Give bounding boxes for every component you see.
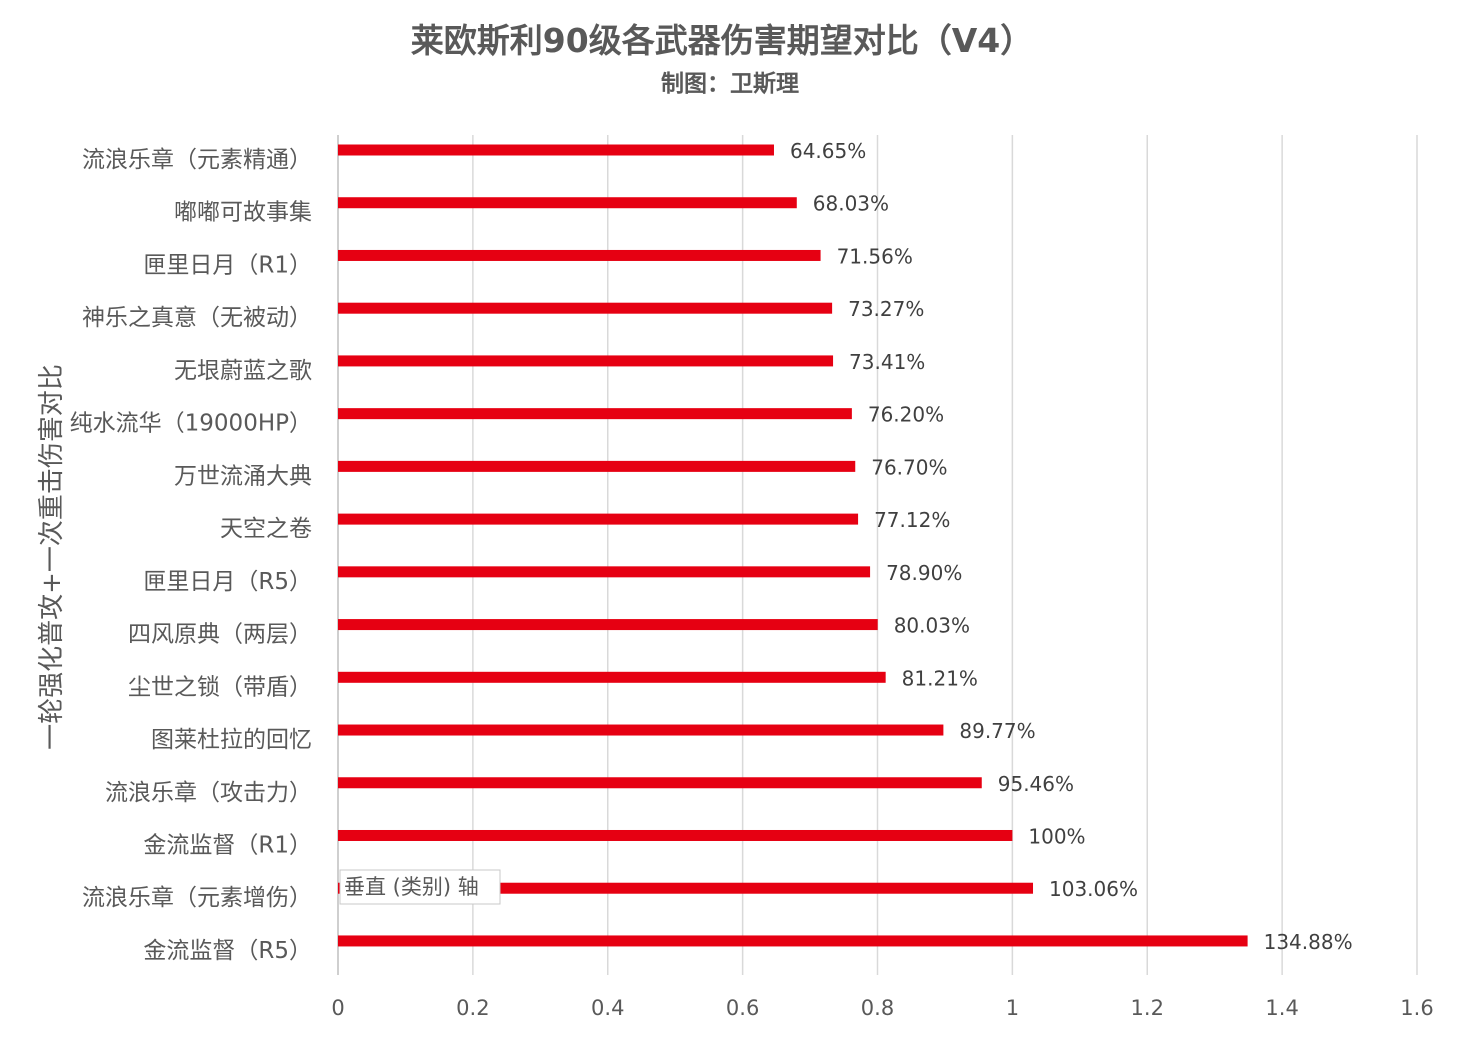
data-label: 71.56% bbox=[837, 244, 913, 268]
bar bbox=[338, 935, 1248, 947]
category-label: 天空之卷 bbox=[220, 516, 312, 542]
data-labels: 64.65% 68.03% 71.56% 73.27% 73.41% 76.20% 76.7… bbox=[790, 139, 1353, 954]
category-label: 流浪乐章（攻击力） bbox=[105, 780, 312, 806]
chart-title: 莱欧斯利90级各武器伤害期望对比（V4） bbox=[411, 21, 1033, 60]
gridlines bbox=[337, 135, 1418, 975]
x-tick-label: 0.8 bbox=[861, 996, 894, 1020]
bar bbox=[338, 513, 859, 525]
bar bbox=[338, 197, 797, 209]
data-label: 76.70% bbox=[871, 455, 947, 479]
category-label: 金流监督（R5） bbox=[143, 938, 312, 964]
data-label: 73.27% bbox=[848, 297, 924, 321]
x-axis-ticks: 0 0.2 0.4 0.6 0.8 1 1.2 1.4 1.6 bbox=[331, 996, 1433, 1020]
category-label: 匣里日月（R5） bbox=[143, 569, 312, 595]
bar bbox=[338, 882, 1034, 894]
y-axis-title: 一轮强化普攻+一次重击伤害对比 bbox=[37, 364, 67, 750]
category-label: 嘟嘟可故事集 bbox=[174, 200, 312, 226]
x-tick-label: 0.4 bbox=[591, 996, 624, 1020]
data-label: 100% bbox=[1028, 824, 1085, 848]
axis-tooltip: 垂直 (类别) 轴 bbox=[339, 869, 501, 905]
data-label: 78.90% bbox=[886, 561, 962, 585]
x-tick-label: 0.6 bbox=[726, 996, 759, 1020]
bar bbox=[338, 724, 944, 736]
data-label: 81.21% bbox=[902, 666, 978, 690]
category-label: 匣里日月（R1） bbox=[143, 252, 312, 278]
x-tick-label: 0 bbox=[331, 996, 344, 1020]
x-tick-label: 1.6 bbox=[1400, 996, 1433, 1020]
x-tick-label: 1.2 bbox=[1131, 996, 1164, 1020]
x-tick-label: 1 bbox=[1006, 996, 1019, 1020]
data-label: 68.03% bbox=[813, 192, 889, 216]
bar bbox=[338, 460, 856, 472]
category-label: 万世流涌大典 bbox=[174, 463, 312, 489]
category-label: 流浪乐章（元素精通） bbox=[82, 147, 312, 173]
bar bbox=[338, 355, 834, 367]
chart-subtitle: 制图：卫斯理 bbox=[661, 70, 799, 97]
bars bbox=[338, 144, 1248, 947]
data-label: 80.03% bbox=[894, 614, 970, 638]
data-label: 73.41% bbox=[849, 350, 925, 374]
bar bbox=[338, 249, 821, 261]
tooltip-text: 垂直 (类别) 轴 bbox=[344, 875, 479, 899]
data-label: 103.06% bbox=[1049, 877, 1138, 901]
x-tick-label: 1.4 bbox=[1265, 996, 1298, 1020]
data-label: 95.46% bbox=[998, 772, 1074, 796]
category-label: 四风原典（两层） bbox=[128, 622, 312, 648]
bar bbox=[338, 302, 833, 314]
bar bbox=[338, 408, 852, 420]
data-label: 76.20% bbox=[868, 403, 944, 427]
category-label: 尘世之锁（带盾） bbox=[128, 674, 312, 700]
x-tick-label: 0.2 bbox=[456, 996, 489, 1020]
category-label: 无垠蔚蓝之歌 bbox=[174, 358, 312, 384]
category-label: 金流监督（R1） bbox=[143, 832, 312, 858]
bar bbox=[338, 671, 886, 683]
category-label: 神乐之真意（无被动） bbox=[82, 305, 312, 331]
data-label: 64.65% bbox=[790, 139, 866, 163]
bar bbox=[338, 829, 1013, 841]
data-label: 134.88% bbox=[1264, 930, 1353, 954]
category-label: 纯水流华（19000HP） bbox=[70, 411, 312, 437]
bar bbox=[338, 144, 774, 156]
category-label: 图莱杜拉的回忆 bbox=[151, 727, 312, 753]
bar bbox=[338, 566, 871, 578]
data-label: 77.12% bbox=[874, 508, 950, 532]
category-label: 流浪乐章（元素增伤） bbox=[82, 885, 312, 911]
data-label: 89.77% bbox=[959, 719, 1035, 743]
bar bbox=[338, 619, 878, 631]
bar bbox=[338, 777, 982, 789]
tooltip-box bbox=[339, 869, 501, 905]
